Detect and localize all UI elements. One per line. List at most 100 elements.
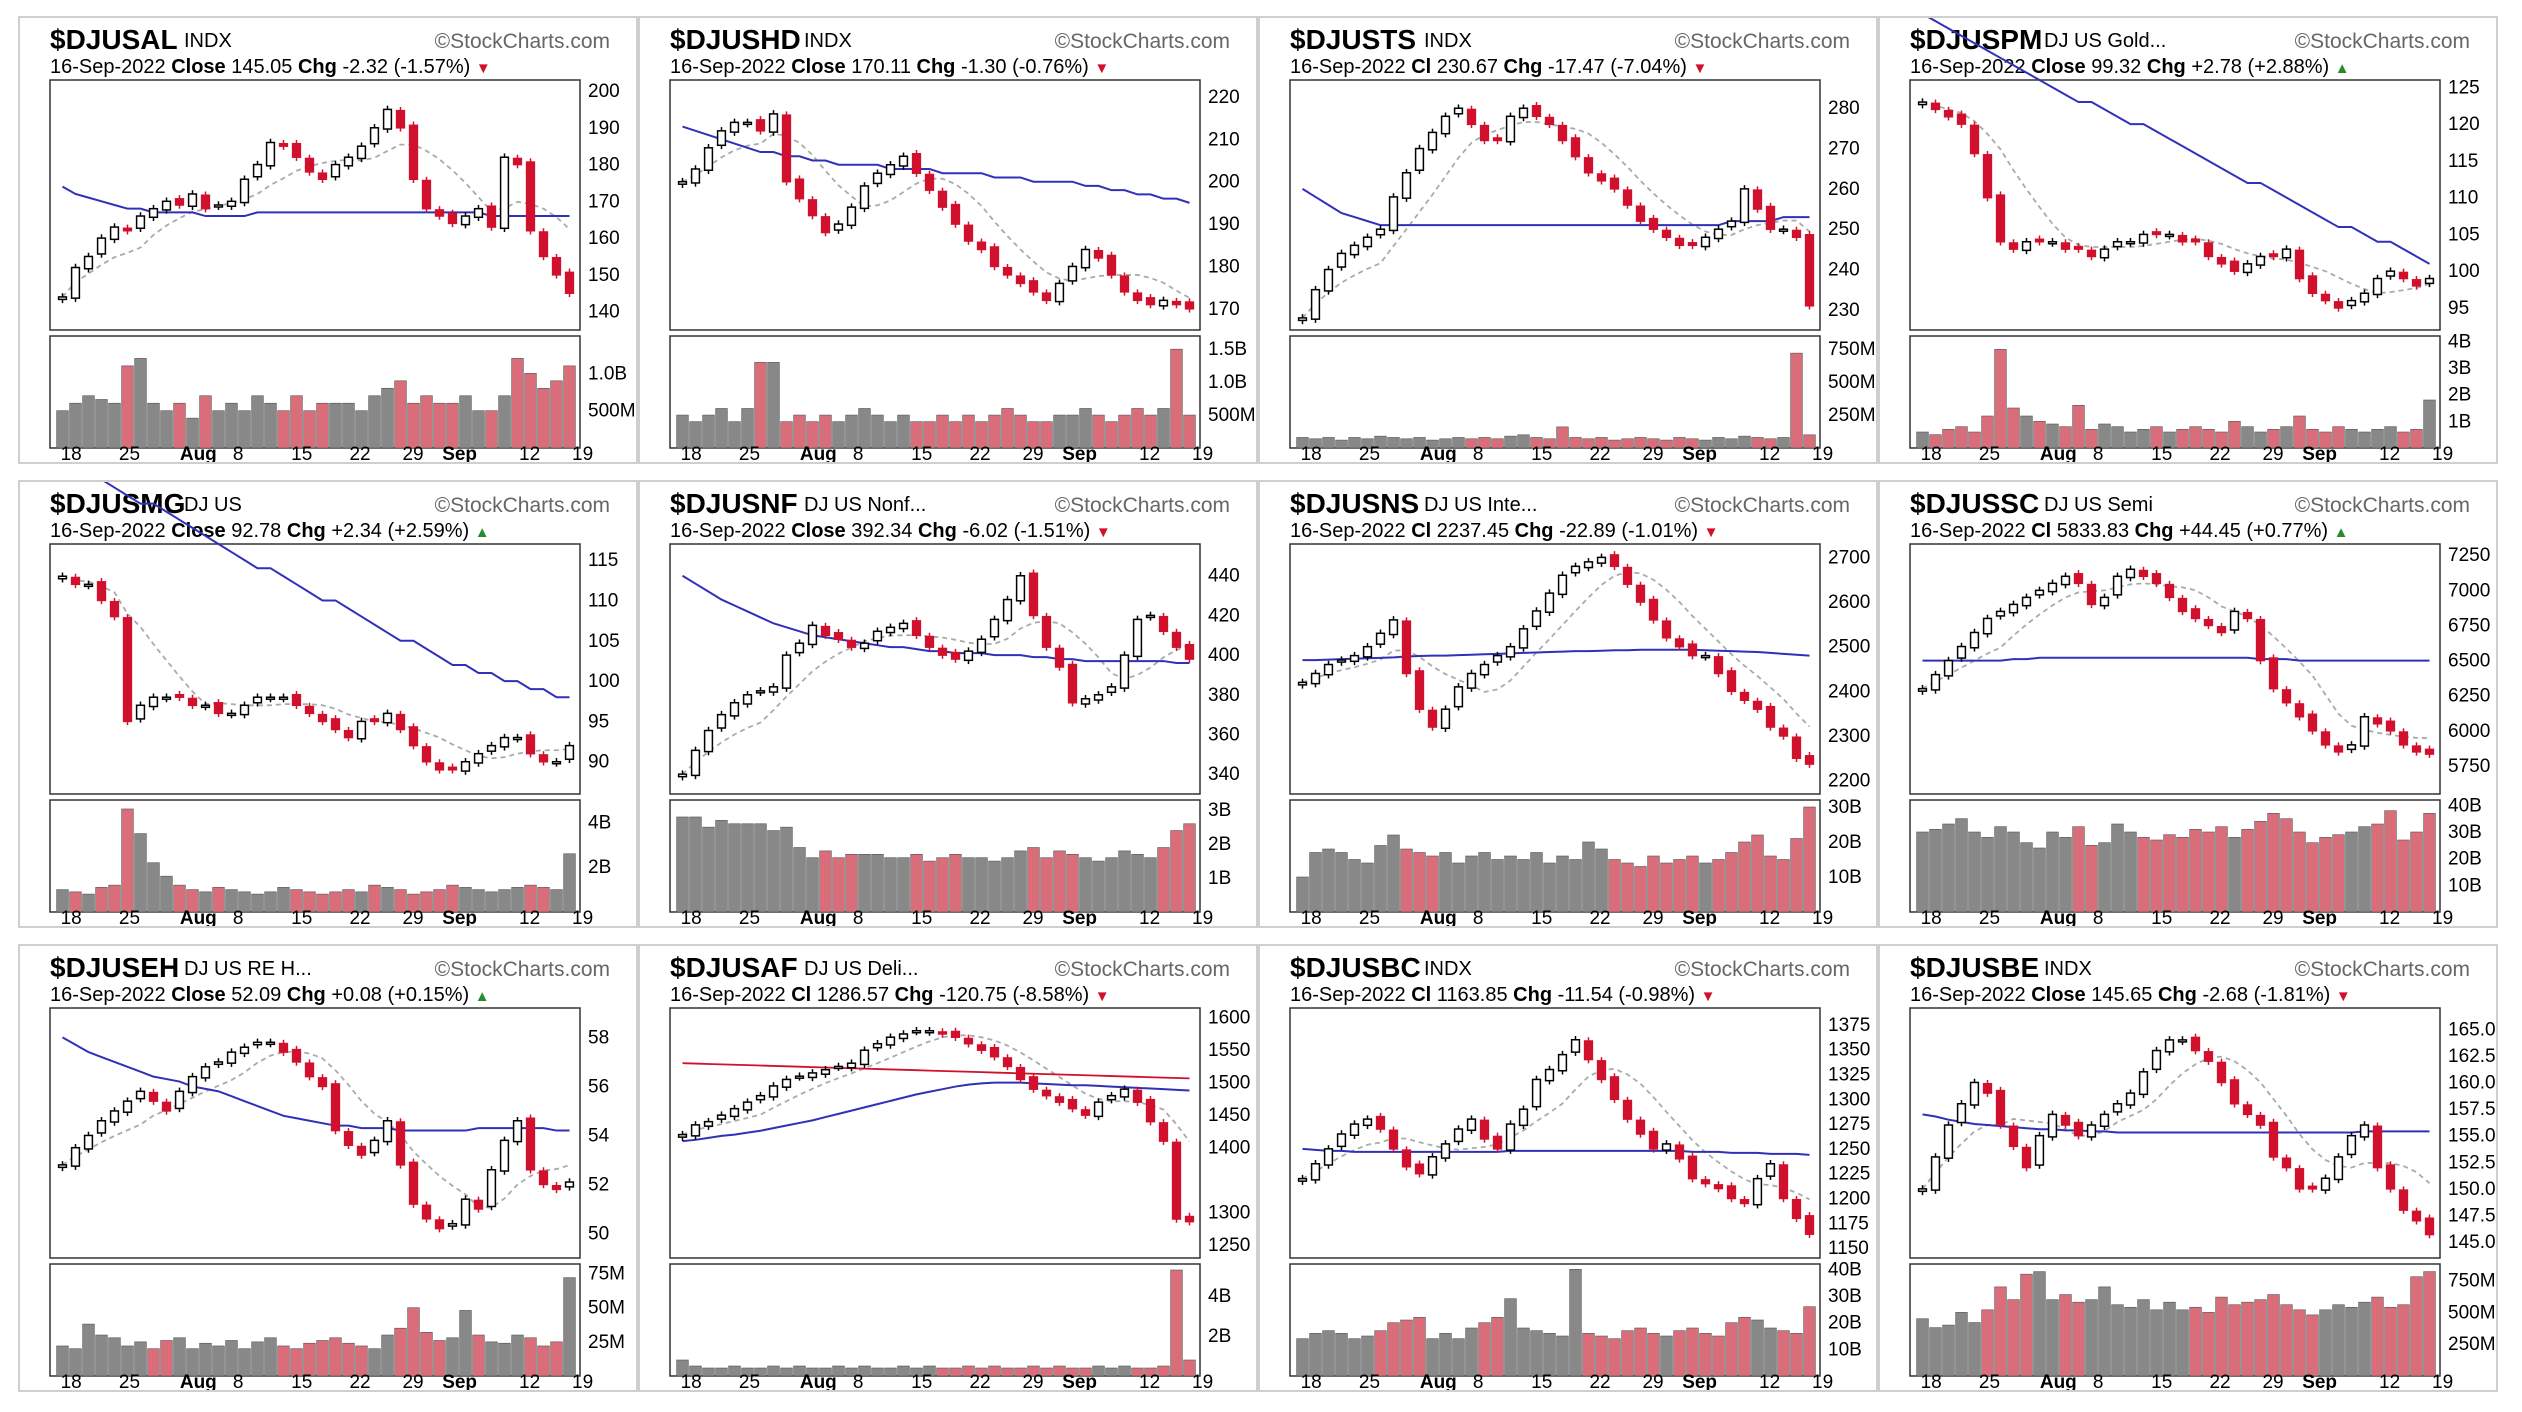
volume-bar [1131, 1367, 1144, 1377]
candle [1752, 700, 1763, 710]
volume-bar [446, 884, 459, 913]
candle [304, 705, 315, 715]
volume-bar [1027, 421, 1040, 449]
candle [226, 1051, 237, 1064]
change-value: -6.02 (-1.51%) [962, 520, 1091, 542]
volume-bar [923, 1365, 936, 1377]
candle [1687, 643, 1698, 657]
candle [408, 124, 419, 181]
candle [1713, 228, 1724, 240]
candle [356, 720, 367, 740]
volume-bar [2020, 1273, 2033, 1377]
candle [1323, 268, 1334, 292]
candle [330, 1083, 341, 1132]
volume-bar [1131, 408, 1144, 449]
candle [1943, 109, 1954, 118]
price-tick-label: 100 [588, 671, 620, 692]
candle [950, 203, 961, 225]
stockcharts-watermark[interactable]: ©StockCharts.com [1674, 494, 1850, 517]
volume-bar [702, 1367, 715, 1377]
volume-bar [355, 410, 368, 449]
chart-quote-line: 16-Sep-2022 Close 392.34 Chg -6.02 (-1.5… [670, 520, 1111, 543]
stockcharts-watermark[interactable]: ©StockCharts.com [434, 30, 610, 53]
stockcharts-watermark[interactable]: ©StockCharts.com [2294, 494, 2470, 517]
volume-bar [1803, 434, 1816, 449]
volume-area-frame [669, 1263, 1201, 1377]
candle [2034, 1134, 2045, 1166]
stockcharts-watermark[interactable]: ©StockCharts.com [1054, 958, 1230, 981]
volume-bar [2059, 426, 2072, 449]
price-volume-chart: 1375135013251300127512501225120011751150… [1289, 1007, 1870, 1390]
candle [677, 1133, 688, 1138]
stockcharts-watermark[interactable]: ©StockCharts.com [2294, 958, 2470, 981]
candle [2086, 1124, 2097, 1138]
x-tick-label: 15 [2151, 1372, 2172, 1390]
stockcharts-watermark[interactable]: ©StockCharts.com [1054, 494, 1230, 517]
candle [174, 693, 185, 698]
volume-bar [524, 884, 537, 913]
candle [1310, 288, 1321, 320]
change-label: Chg [2134, 520, 2174, 542]
volume-bar [1439, 1333, 1452, 1377]
candle [1466, 1118, 1477, 1132]
x-tick-label: 29 [2262, 908, 2283, 926]
volume-bar [2176, 1309, 2189, 1377]
candle [2398, 271, 2409, 280]
volume-bar [1387, 1322, 1400, 1377]
candle [291, 1048, 302, 1063]
candle [1297, 681, 1308, 686]
volume-bar [1517, 1327, 1530, 1377]
candle [794, 1075, 805, 1079]
stockcharts-watermark[interactable]: ©StockCharts.com [2294, 30, 2470, 53]
candle [460, 215, 471, 226]
price-tick-label: 1200 [1828, 1188, 1870, 1209]
volume-bar [1608, 859, 1621, 913]
candle [690, 168, 701, 184]
candle [872, 172, 883, 185]
volume-bar [2137, 837, 2150, 913]
candle [833, 1065, 844, 1070]
close-value: 52.09 [231, 984, 282, 1006]
candle [1791, 229, 1802, 239]
x-tick-label: 19 [572, 444, 593, 462]
chart-quote-line: 16-Sep-2022 Close 145.05 Chg -2.32 (-1.5… [50, 56, 491, 79]
candle [1557, 574, 1568, 596]
candle [1171, 631, 1182, 648]
candle [525, 161, 536, 232]
stockcharts-watermark[interactable]: ©StockCharts.com [434, 494, 610, 517]
stockcharts-watermark[interactable]: ©StockCharts.com [1674, 30, 1850, 53]
volume-bar [2085, 845, 2098, 913]
chart-description: DJ US Inte... [1424, 494, 1538, 516]
chart-header: $DJUSNF DJ US Nonf... ©StockCharts.com 16-S… [670, 486, 1230, 544]
x-tick-label: 15 [291, 908, 312, 926]
volume-area-frame [1289, 335, 1821, 449]
stockcharts-watermark[interactable]: ©StockCharts.com [1674, 958, 1850, 981]
candle [1969, 1081, 1980, 1106]
candle [1440, 115, 1451, 135]
volume-bar [381, 1334, 394, 1377]
stockcharts-watermark[interactable]: ©StockCharts.com [434, 958, 610, 981]
x-tick-label: Sep [1682, 1372, 1717, 1390]
price-area-frame [1909, 79, 2441, 331]
candle [2424, 277, 2435, 285]
volume-tick-label: 4B [588, 812, 611, 833]
volume-bar [498, 395, 511, 449]
volume-bar [2059, 1294, 2072, 1377]
candle [226, 200, 237, 208]
price-tick-label: 95 [588, 711, 609, 732]
volume-bar [689, 816, 702, 913]
candle [213, 1061, 224, 1066]
volume-bar [251, 893, 264, 913]
x-tick-label: Sep [2302, 1372, 2337, 1390]
x-tick-label: 12 [1139, 1372, 1160, 1390]
stockcharts-watermark[interactable]: ©StockCharts.com [1054, 30, 1230, 53]
candle [2047, 1113, 2058, 1138]
candle [2424, 748, 2435, 755]
volume-bar [2397, 839, 2410, 913]
volume-bar [2293, 1309, 2306, 1377]
candle [1067, 1098, 1078, 1110]
candle [499, 736, 510, 748]
change-value: +44.45 (+0.77%) [2179, 520, 2329, 542]
candle [1531, 1078, 1542, 1108]
x-tick-label: Sep [1682, 908, 1717, 926]
